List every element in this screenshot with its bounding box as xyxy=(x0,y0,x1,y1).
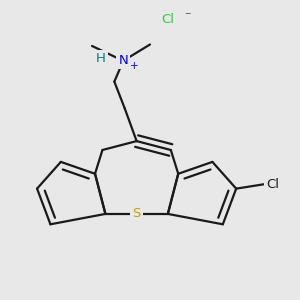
Text: +: + xyxy=(130,61,139,71)
Text: S: S xyxy=(132,207,141,220)
Text: N: N xyxy=(118,54,128,67)
Text: Cl: Cl xyxy=(161,13,174,26)
Text: ⁻: ⁻ xyxy=(184,10,190,23)
Text: Cl: Cl xyxy=(266,178,279,191)
Text: H: H xyxy=(96,52,106,65)
